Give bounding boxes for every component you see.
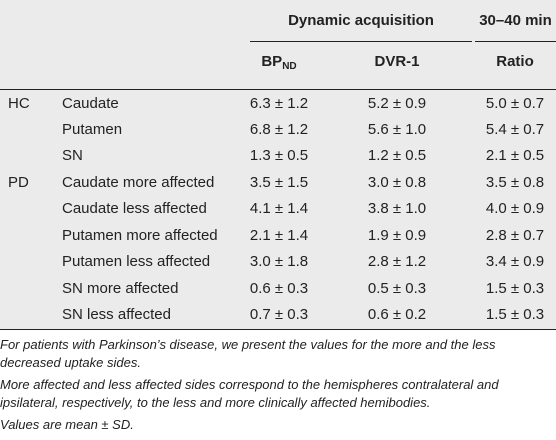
header-rule: [0, 89, 556, 90]
row-bp: 3.0 ± 1.8: [249, 253, 309, 270]
header-bp: BPND: [261, 53, 297, 72]
group1-underline: [250, 41, 472, 42]
row-dvr: 3.8 ± 1.0: [367, 200, 427, 217]
row-dvr: 1.2 ± 0.5: [367, 147, 427, 164]
row-ratio: 3.4 ± 0.9: [485, 253, 545, 270]
row-bp: 0.7 ± 0.3: [249, 306, 309, 323]
row-region: Caudate: [62, 95, 119, 112]
row-bp: 2.1 ± 1.4: [249, 227, 309, 244]
row-region: Caudate less affected: [62, 200, 207, 217]
hc-band: [0, 90, 556, 170]
footnote-values: Values are mean ± SD.: [0, 417, 134, 432]
row-bp: 3.5 ± 1.5: [249, 174, 309, 191]
footnote-sides: More affected and less affected sides co…: [0, 377, 499, 410]
row-bp: 1.3 ± 0.5: [249, 147, 309, 164]
row-region: Caudate more affected: [62, 174, 215, 191]
row-bp: 6.8 ± 1.2: [249, 121, 309, 138]
row-bp: 0.6 ± 0.3: [249, 280, 309, 297]
row-dvr: 1.9 ± 0.9: [367, 227, 427, 244]
header-dvr: DVR-1: [374, 53, 420, 70]
footnote-parkinsons: For patients with Parkinson’s disease, w…: [0, 337, 496, 370]
row-ratio: 5.0 ± 0.7: [485, 95, 545, 112]
bottom-rule: [0, 329, 556, 330]
row-dvr: 5.6 ± 1.0: [367, 121, 427, 138]
row-region: Putamen: [62, 121, 123, 138]
row-dvr: 0.6 ± 0.2: [367, 306, 427, 323]
header-group-30-40: 30–40 min: [479, 12, 552, 29]
row-ratio: 2.1 ± 0.5: [485, 147, 545, 164]
row-region: SN: [62, 147, 83, 164]
row-dvr: 0.5 ± 0.3: [367, 280, 427, 297]
group2-underline: [475, 41, 556, 42]
row-ratio: 5.4 ± 0.7: [485, 121, 545, 138]
row-region: Putamen more affected: [62, 227, 218, 244]
row-ratio: 1.5 ± 0.3: [485, 280, 545, 297]
row-region: SN more affected: [62, 280, 179, 297]
row-ratio: 1.5 ± 0.3: [485, 306, 545, 323]
header-group-dynamic: Dynamic acquisition: [288, 12, 434, 29]
row-group-label: PD: [8, 174, 29, 191]
row-group-label: HC: [8, 95, 30, 112]
header-band: [0, 0, 556, 90]
row-dvr: 2.8 ± 1.2: [367, 253, 427, 270]
row-bp: 6.3 ± 1.2: [249, 95, 309, 112]
row-region: SN less affected: [62, 306, 171, 323]
pd-band: [0, 170, 556, 330]
row-dvr: 3.0 ± 0.8: [367, 174, 427, 191]
row-region: Putamen less affected: [62, 253, 211, 270]
header-ratio: Ratio: [496, 53, 534, 70]
row-ratio: 4.0 ± 0.9: [485, 200, 545, 217]
row-ratio: 3.5 ± 0.8: [485, 174, 545, 191]
row-bp: 4.1 ± 1.4: [249, 200, 309, 217]
row-dvr: 5.2 ± 0.9: [367, 95, 427, 112]
row-ratio: 2.8 ± 0.7: [485, 227, 545, 244]
